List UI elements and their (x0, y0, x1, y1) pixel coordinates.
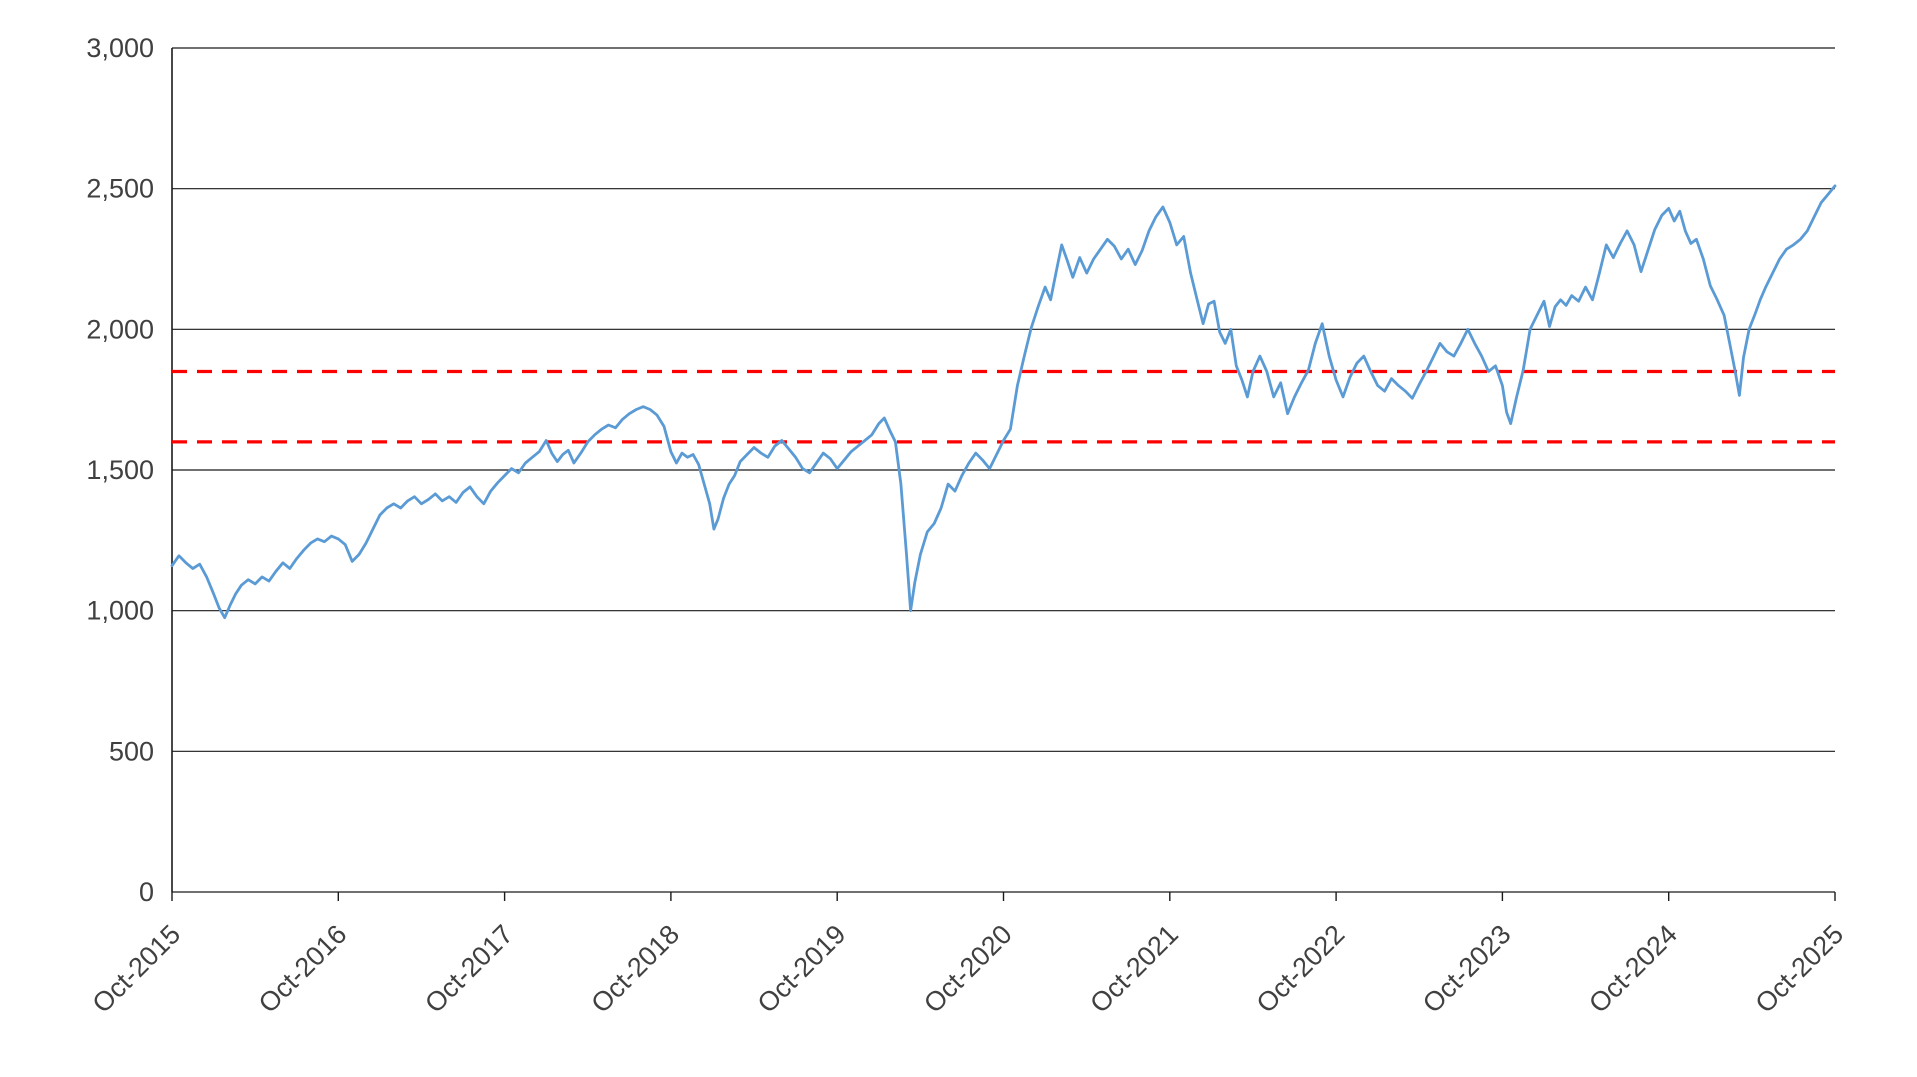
y-axis-label: 2,000 (86, 314, 154, 344)
x-axis-label: Oct-2015 (86, 919, 186, 1019)
y-axis-label: 2,500 (86, 174, 154, 204)
y-axis-label: 1,500 (86, 455, 154, 485)
x-axis-label: Oct-2025 (1749, 919, 1849, 1019)
y-axis-label: 0 (139, 877, 154, 907)
x-axis-label: Oct-2016 (253, 919, 353, 1019)
x-axis-label: Oct-2019 (752, 919, 852, 1019)
y-axis-label: 500 (109, 736, 154, 766)
x-axis-label: Oct-2022 (1251, 919, 1351, 1019)
y-axis-label: 3,000 (86, 33, 154, 63)
x-axis-label: Oct-2017 (419, 919, 519, 1019)
x-axis-label: Oct-2018 (585, 919, 685, 1019)
x-axis-label: Oct-2024 (1583, 919, 1683, 1019)
x-axis-label: Oct-2020 (918, 919, 1018, 1019)
x-axis-label: Oct-2023 (1417, 919, 1517, 1019)
series-line-price-index (170, 184, 1837, 620)
x-axis-label: Oct-2021 (1084, 919, 1184, 1019)
y-axis-label: 1,000 (86, 596, 154, 626)
